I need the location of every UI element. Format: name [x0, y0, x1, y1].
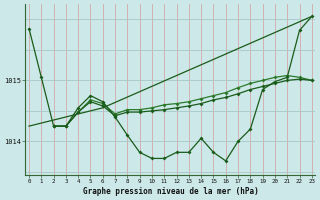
X-axis label: Graphe pression niveau de la mer (hPa): Graphe pression niveau de la mer (hPa): [83, 187, 258, 196]
